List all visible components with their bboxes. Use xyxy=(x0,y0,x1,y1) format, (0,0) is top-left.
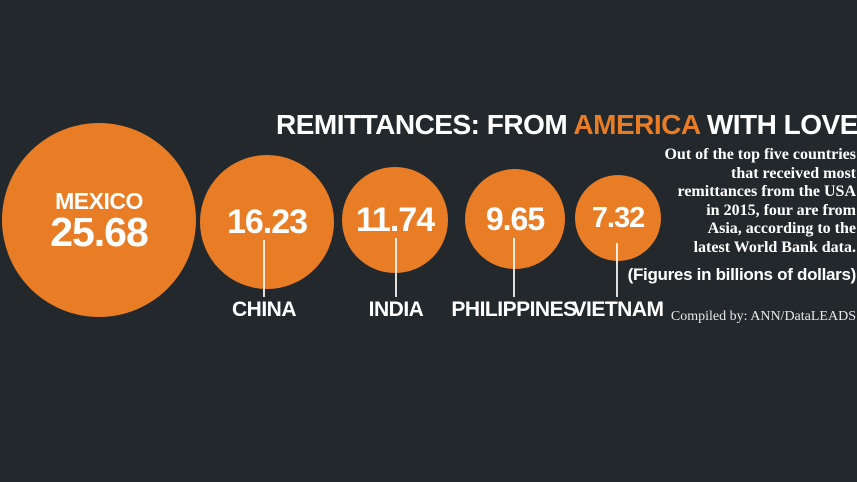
title-part2: WITH LOVE xyxy=(699,109,857,140)
title-part1: REMITTANCES: FROM xyxy=(276,109,574,140)
country-label-india: INDIA xyxy=(368,298,424,321)
bubble-vietnam: 7.32 xyxy=(575,175,661,261)
connector-line-china xyxy=(263,240,265,297)
value-india: 11.74 xyxy=(355,201,435,239)
value-china: 16.23 xyxy=(226,203,308,241)
value-mexico: 25.68 xyxy=(50,208,149,255)
title-accent: AMERICA xyxy=(573,109,700,140)
page-title: REMITTANCES: FROM AMERICA WITH LOVE xyxy=(276,109,857,140)
value-vietnam: 7.32 xyxy=(591,201,645,234)
bubble-mexico: MEXICO 25.68 xyxy=(2,123,196,317)
country-label-mexico: MEXICO xyxy=(55,187,143,214)
country-label-philippines: PHILIPPINES xyxy=(451,298,577,321)
bubble-china: 16.23 xyxy=(200,155,334,289)
country-label-china: CHINA xyxy=(232,298,297,321)
connector-line-india xyxy=(395,238,397,297)
bubble-india: 11.74 xyxy=(342,167,448,273)
text-column: REMITTANCES: FROM AMERICA WITH LOVE Out … xyxy=(276,111,857,324)
description-text: Out of the top five countries that recei… xyxy=(664,146,856,256)
country-label-vietnam: VIETNAM xyxy=(572,298,665,321)
bubble-philippines: 9.65 xyxy=(465,169,565,269)
value-philippines: 9.65 xyxy=(485,201,545,237)
figures-note: (Figures in billions of dollars) xyxy=(627,265,857,284)
connector-line-philippines xyxy=(513,238,515,297)
credit-line: Compiled by: ANN/DataLEADS xyxy=(670,309,856,324)
connector-line-vietnam xyxy=(616,243,618,297)
